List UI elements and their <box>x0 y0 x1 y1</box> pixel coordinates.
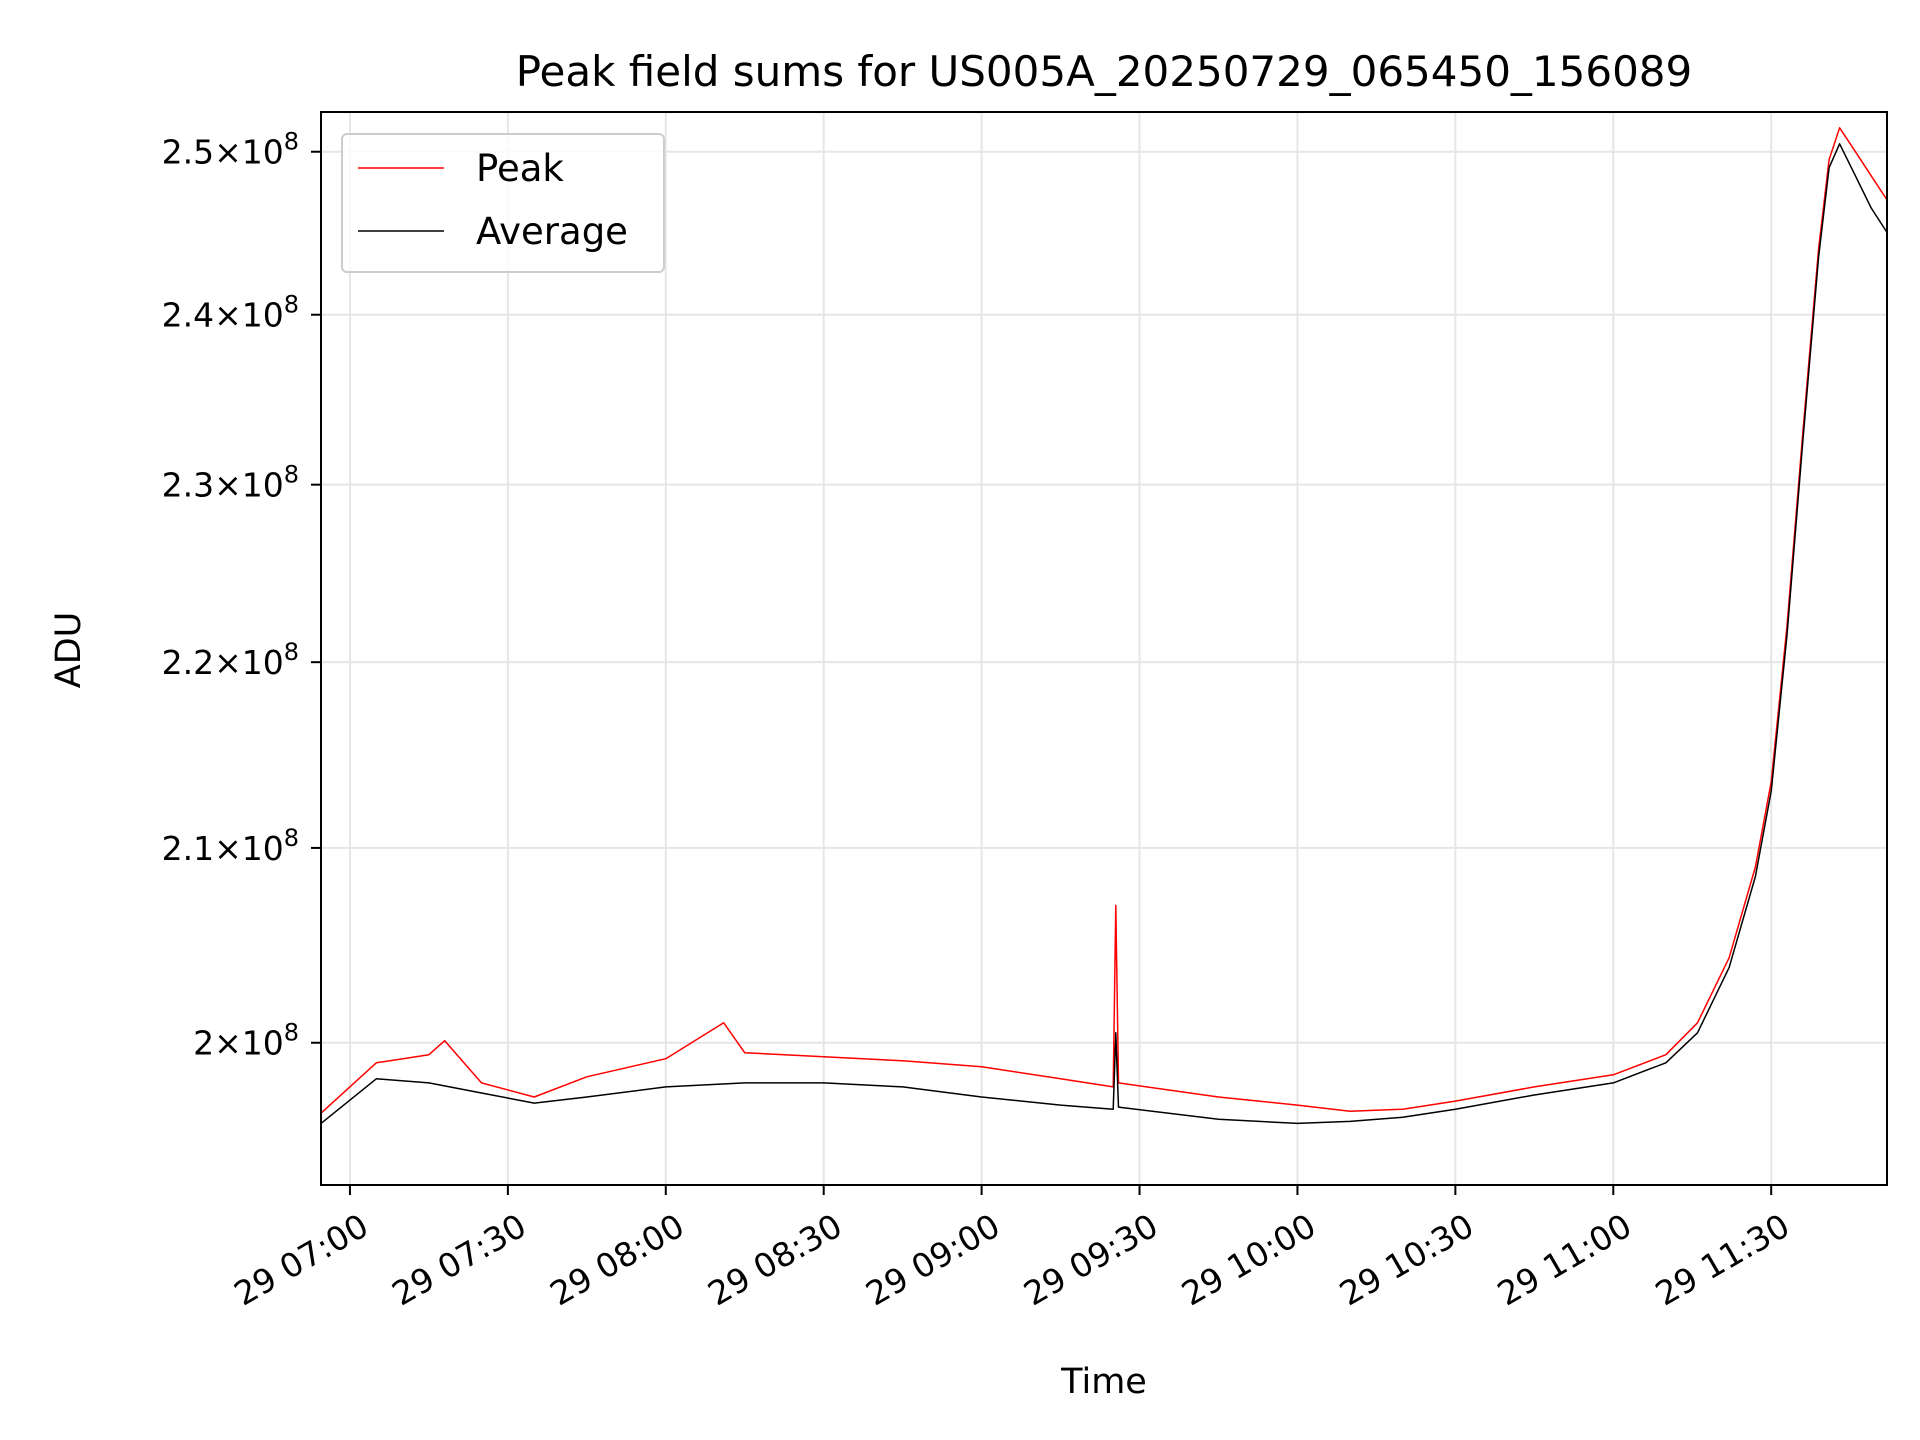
legend-label-peak: Peak <box>476 147 564 190</box>
y-tick-label: 2.5×108 <box>162 128 299 172</box>
y-tick-label: 2.4×108 <box>162 291 299 335</box>
legend: Peak Average <box>341 133 665 273</box>
y-tick-label: 2.3×108 <box>162 461 299 505</box>
y-tick-label: 2.2×108 <box>162 638 299 682</box>
series-group <box>320 127 1888 1125</box>
y-axis-title: ADU <box>49 612 89 689</box>
chart-title: Peak field sums for US005A_20250729_0654… <box>516 47 1693 96</box>
y-axis: 2×108 2.1×108 2.2×108 2.3×108 2.4×108 2.5×108 <box>162 128 321 1063</box>
plot-frame <box>320 111 1888 1186</box>
x-axis-title: Time <box>1060 1362 1147 1402</box>
legend-label-average: Average <box>476 210 628 253</box>
series-line-average <box>320 143 1888 1125</box>
y-tick-label: 2.1×108 <box>162 824 299 868</box>
y-tick-label: 2×108 <box>193 1019 299 1063</box>
